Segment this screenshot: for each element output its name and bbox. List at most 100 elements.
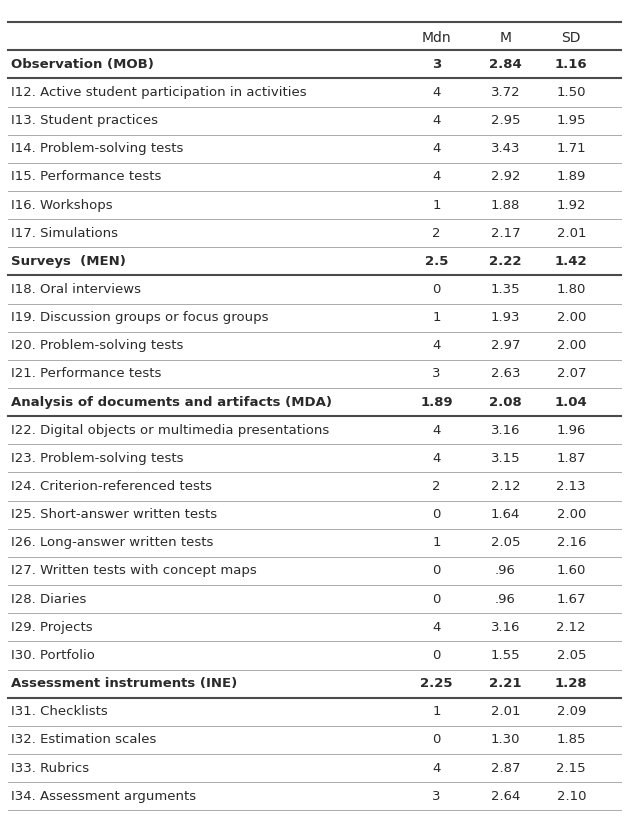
Text: 0: 0: [432, 283, 441, 296]
Text: 4: 4: [432, 620, 441, 634]
Text: 1.89: 1.89: [420, 395, 453, 409]
Text: 3.72: 3.72: [491, 86, 520, 99]
Text: 1.93: 1.93: [491, 311, 520, 324]
Text: 2.05: 2.05: [557, 649, 586, 662]
Text: 2.01: 2.01: [557, 227, 586, 239]
Text: 1.30: 1.30: [491, 733, 520, 746]
Text: 1.88: 1.88: [491, 198, 520, 212]
Text: I30. Portfolio: I30. Portfolio: [11, 649, 94, 662]
Text: 0: 0: [432, 593, 441, 605]
Text: 1.60: 1.60: [557, 565, 586, 577]
Text: 1.71: 1.71: [557, 143, 586, 155]
Text: I31. Checklists: I31. Checklists: [11, 706, 108, 718]
Text: I27. Written tests with concept maps: I27. Written tests with concept maps: [11, 565, 257, 577]
Text: 3: 3: [432, 790, 441, 802]
Text: 1.87: 1.87: [557, 452, 586, 465]
Text: 3.16: 3.16: [491, 424, 520, 437]
Text: 4: 4: [432, 114, 441, 127]
Text: 2.17: 2.17: [491, 227, 520, 239]
Text: 2.12: 2.12: [491, 480, 520, 493]
Text: 1.89: 1.89: [557, 170, 586, 183]
Text: I15. Performance tests: I15. Performance tests: [11, 170, 161, 183]
Text: I23. Problem-solving tests: I23. Problem-solving tests: [11, 452, 183, 465]
Text: 3: 3: [432, 58, 441, 71]
Text: Assessment instruments (INE): Assessment instruments (INE): [11, 677, 237, 690]
Text: Observation (MOB): Observation (MOB): [11, 58, 153, 71]
Text: Surveys  (MEN): Surveys (MEN): [11, 255, 126, 268]
Text: 2.64: 2.64: [491, 790, 520, 802]
Text: 2: 2: [432, 227, 441, 239]
Text: I18. Oral interviews: I18. Oral interviews: [11, 283, 141, 296]
Text: 1.16: 1.16: [555, 58, 587, 71]
Text: 1: 1: [432, 198, 441, 212]
Text: 1.85: 1.85: [557, 733, 586, 746]
Text: M: M: [499, 31, 511, 45]
Text: 2.25: 2.25: [420, 677, 453, 690]
Text: Analysis of documents and artifacts (MDA): Analysis of documents and artifacts (MDA…: [11, 395, 331, 409]
Text: I34. Assessment arguments: I34. Assessment arguments: [11, 790, 196, 802]
Text: 2.22: 2.22: [489, 255, 521, 268]
Text: 2.05: 2.05: [491, 536, 520, 550]
Text: 4: 4: [432, 339, 441, 352]
Text: 2.08: 2.08: [489, 395, 522, 409]
Text: 2.21: 2.21: [489, 677, 521, 690]
Text: 2.92: 2.92: [491, 170, 520, 183]
Text: 1.55: 1.55: [491, 649, 520, 662]
Text: 2.97: 2.97: [491, 339, 520, 352]
Text: 2.10: 2.10: [557, 790, 586, 802]
Text: 3: 3: [432, 368, 441, 380]
Text: I32. Estimation scales: I32. Estimation scales: [11, 733, 156, 746]
Text: 2.07: 2.07: [557, 368, 586, 380]
Text: I25. Short-answer written tests: I25. Short-answer written tests: [11, 508, 217, 521]
Text: 2.00: 2.00: [557, 311, 586, 324]
Text: I26. Long-answer written tests: I26. Long-answer written tests: [11, 536, 213, 550]
Text: 2.63: 2.63: [491, 368, 520, 380]
Text: 2.00: 2.00: [557, 508, 586, 521]
Text: 1: 1: [432, 311, 441, 324]
Text: 1.50: 1.50: [557, 86, 586, 99]
Text: 1: 1: [432, 706, 441, 718]
Text: I29. Projects: I29. Projects: [11, 620, 92, 634]
Text: 1.95: 1.95: [557, 114, 586, 127]
Text: I19. Discussion groups or focus groups: I19. Discussion groups or focus groups: [11, 311, 269, 324]
Text: 0: 0: [432, 733, 441, 746]
Text: I33. Rubrics: I33. Rubrics: [11, 761, 89, 775]
Text: 1.28: 1.28: [555, 677, 587, 690]
Text: I13. Student practices: I13. Student practices: [11, 114, 158, 127]
Text: I22. Digital objects or multimedia presentations: I22. Digital objects or multimedia prese…: [11, 424, 329, 437]
Text: 4: 4: [432, 143, 441, 155]
Text: 2.01: 2.01: [491, 706, 520, 718]
Text: 0: 0: [432, 649, 441, 662]
Text: 1.64: 1.64: [491, 508, 520, 521]
Text: 1: 1: [432, 536, 441, 550]
Text: I24. Criterion-referenced tests: I24. Criterion-referenced tests: [11, 480, 212, 493]
Text: .96: .96: [495, 565, 516, 577]
Text: I28. Diaries: I28. Diaries: [11, 593, 86, 605]
Text: 3.43: 3.43: [491, 143, 520, 155]
Text: 2.95: 2.95: [491, 114, 520, 127]
Text: 2.84: 2.84: [489, 58, 522, 71]
Text: 2.87: 2.87: [491, 761, 520, 775]
Text: 1.92: 1.92: [557, 198, 586, 212]
Text: 4: 4: [432, 424, 441, 437]
Text: I21. Performance tests: I21. Performance tests: [11, 368, 161, 380]
Text: 2.12: 2.12: [557, 620, 586, 634]
Text: 1.42: 1.42: [555, 255, 587, 268]
Text: 0: 0: [432, 565, 441, 577]
Text: I17. Simulations: I17. Simulations: [11, 227, 118, 239]
Text: 2.13: 2.13: [557, 480, 586, 493]
Text: 0: 0: [432, 508, 441, 521]
Text: I14. Problem-solving tests: I14. Problem-solving tests: [11, 143, 183, 155]
Text: 4: 4: [432, 761, 441, 775]
Text: I16. Workshops: I16. Workshops: [11, 198, 113, 212]
Text: 1.80: 1.80: [557, 283, 586, 296]
Text: 2.16: 2.16: [557, 536, 586, 550]
Text: 2.09: 2.09: [557, 706, 586, 718]
Text: 3.16: 3.16: [491, 620, 520, 634]
Text: I12. Active student participation in activities: I12. Active student participation in act…: [11, 86, 306, 99]
Text: 3.15: 3.15: [491, 452, 520, 465]
Text: .96: .96: [495, 593, 516, 605]
Text: SD: SD: [562, 31, 581, 45]
Text: 1.35: 1.35: [491, 283, 520, 296]
Text: 4: 4: [432, 452, 441, 465]
